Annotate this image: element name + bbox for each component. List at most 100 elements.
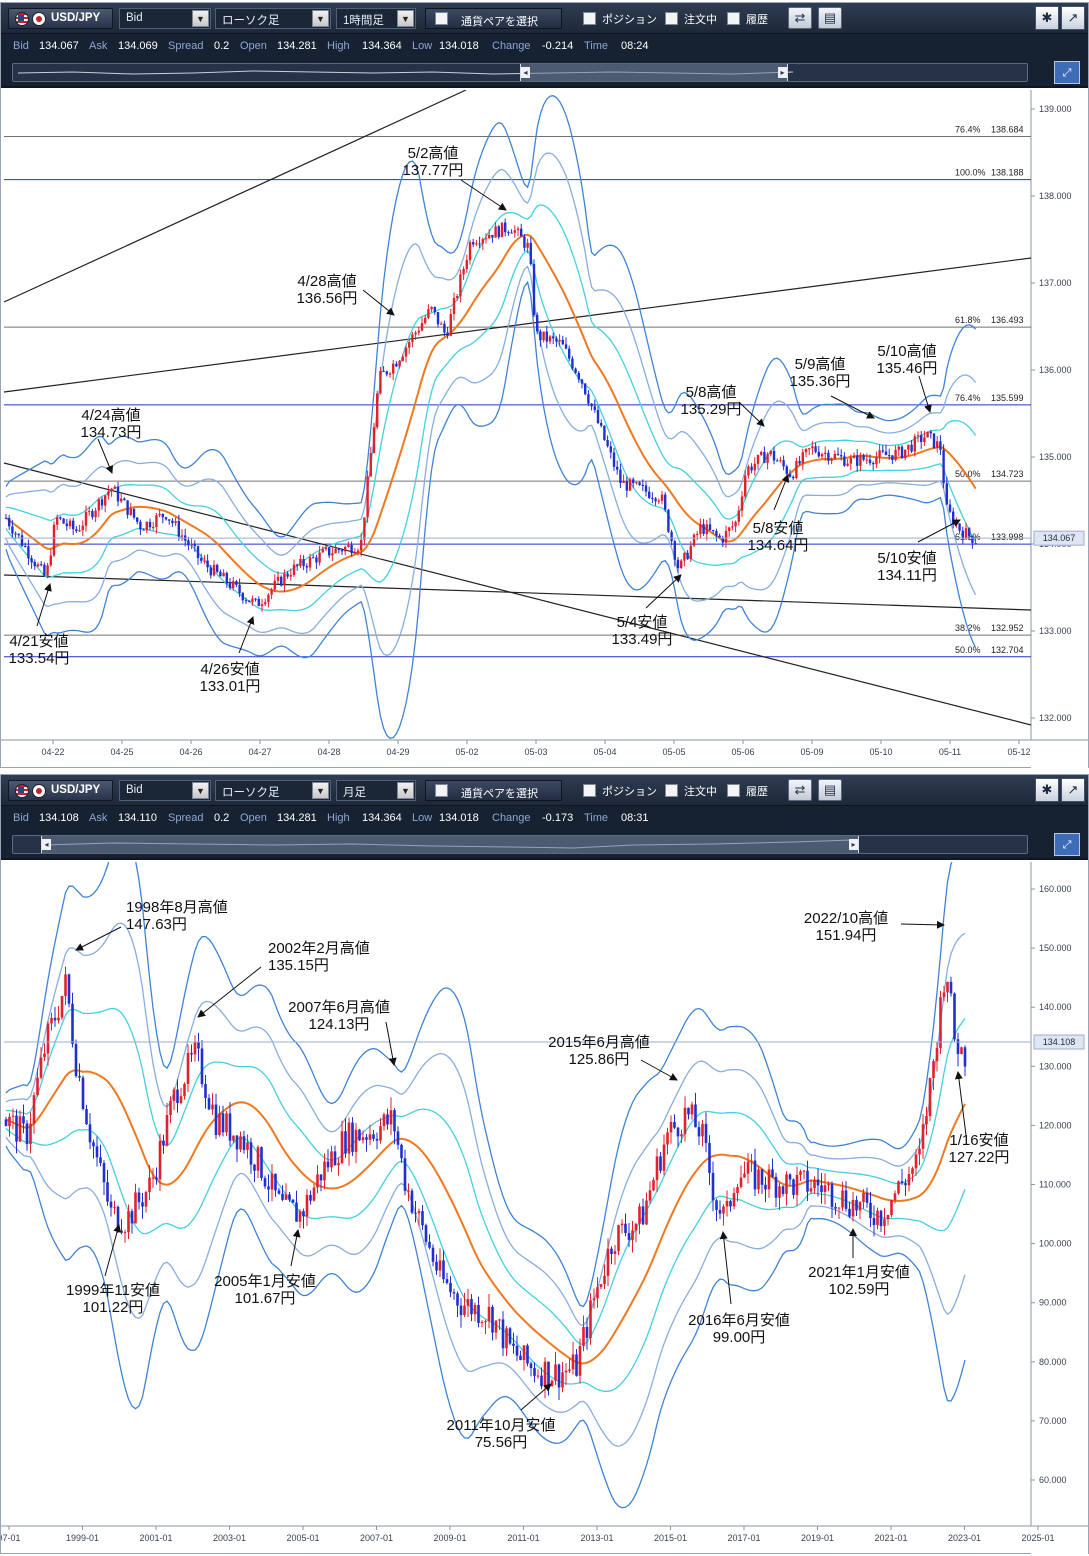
candle-down bbox=[520, 228, 523, 237]
price-type-select[interactable]: Bid ▼ bbox=[119, 8, 211, 29]
hourly-chart[interactable]: 139.000 138.000 137.000 136.000 135.000 134.0… bbox=[1, 89, 1088, 768]
chart-type-select[interactable]: ローソク足 ▼ bbox=[215, 8, 331, 29]
ask-label: Ask bbox=[89, 812, 108, 824]
candle-up bbox=[84, 512, 88, 526]
chart-panel-monthly: USD/JPY Bid ▼ ローソク足 ▼ 月足 ▼ 通貨ペアを選択 ポジション… bbox=[0, 774, 1089, 1554]
price-type-value: Bid bbox=[126, 12, 143, 24]
select-pair-button[interactable]: 通貨ペアを選択 bbox=[425, 8, 562, 29]
candle-up bbox=[308, 557, 312, 568]
settings-gear-icon[interactable]: ✱ bbox=[1035, 778, 1059, 802]
candle-down bbox=[872, 463, 875, 465]
history-checkbox[interactable] bbox=[727, 784, 740, 797]
range-thumb[interactable]: ◂ ▸ bbox=[520, 64, 788, 81]
candle-down bbox=[14, 533, 17, 535]
candle-up bbox=[778, 1186, 781, 1198]
candle-down bbox=[702, 524, 705, 534]
candle-down bbox=[197, 1042, 200, 1049]
chart-tool-icon[interactable]: ⇄ bbox=[788, 7, 812, 29]
candle-up bbox=[739, 1177, 743, 1188]
symbol-label: USD/JPY bbox=[51, 12, 101, 24]
symbol-selector[interactable]: USD/JPY bbox=[8, 780, 113, 801]
candle-up bbox=[809, 1188, 813, 1192]
candle-up bbox=[823, 1185, 827, 1193]
bid-value: 134.067 bbox=[39, 40, 79, 52]
candle-up bbox=[417, 1211, 421, 1214]
window-icon[interactable]: ▤ bbox=[818, 7, 842, 29]
range-slider[interactable]: ◂ ▸ bbox=[12, 63, 1028, 82]
monthly-chart[interactable]: 160.000 150.000 140.000 130.000 120.000 110.0… bbox=[0, 832, 1088, 1554]
candle-down bbox=[763, 451, 766, 463]
candle-up bbox=[232, 581, 235, 589]
popout-icon[interactable]: ↗ bbox=[1061, 6, 1085, 30]
popout-icon[interactable]: ↗ bbox=[1061, 778, 1085, 802]
price-type-select[interactable]: Bid ▼ bbox=[119, 780, 211, 801]
expand-icon[interactable]: ⤢ bbox=[1054, 833, 1080, 856]
y-axis-area bbox=[1031, 862, 1088, 1554]
time-label: Time bbox=[584, 812, 609, 824]
annotation-value: 135.36円 bbox=[790, 373, 851, 390]
candle-down bbox=[277, 1190, 281, 1194]
history-checkbox[interactable] bbox=[727, 12, 740, 25]
candle-up bbox=[39, 1057, 43, 1078]
expand-icon[interactable]: ⤢ bbox=[1054, 61, 1080, 84]
candle-up bbox=[284, 1194, 288, 1200]
candle-up bbox=[846, 463, 849, 466]
position-checkbox[interactable] bbox=[583, 12, 596, 25]
candle-down bbox=[529, 242, 532, 265]
orders-checkbox[interactable] bbox=[665, 784, 678, 797]
candle-up bbox=[110, 488, 113, 492]
candle-down bbox=[596, 409, 600, 424]
range-handle-right[interactable]: ▸ bbox=[849, 839, 858, 850]
timeframe-select[interactable]: 1時間足 ▼ bbox=[336, 8, 416, 29]
candle-down bbox=[91, 511, 94, 518]
candle-up bbox=[946, 981, 949, 993]
range-thumb[interactable]: ◂ ▸ bbox=[41, 836, 859, 853]
candle-down bbox=[577, 372, 580, 380]
select-pair-button[interactable]: 通貨ペアを選択 bbox=[425, 780, 562, 801]
candle-down bbox=[312, 557, 315, 559]
candle-down bbox=[30, 558, 33, 563]
range-slider[interactable]: ◂ ▸ bbox=[12, 835, 1028, 854]
candle-up bbox=[361, 1137, 365, 1141]
candle-down bbox=[715, 531, 718, 536]
plot-area[interactable]: 160.000 150.000 140.000 130.000 120.000 110.0… bbox=[0, 832, 1088, 1554]
select-pair-checkbox[interactable] bbox=[435, 784, 448, 797]
candle-down bbox=[288, 1194, 291, 1200]
candle-down bbox=[162, 1140, 165, 1146]
candle-down bbox=[782, 460, 785, 467]
timeframe-select[interactable]: 月足 ▼ bbox=[336, 780, 416, 801]
candle-down bbox=[816, 1179, 820, 1186]
chart-type-select[interactable]: ローソク足 ▼ bbox=[215, 780, 331, 801]
candle-up bbox=[893, 1193, 897, 1201]
candle-down bbox=[956, 1039, 960, 1055]
plot-area[interactable]: 139.000 138.000 137.000 136.000 135.000 134.0… bbox=[1, 89, 1088, 768]
candle-up bbox=[757, 1169, 760, 1190]
chart-tool-icon[interactable]: ⇄ bbox=[788, 779, 812, 801]
current-price-label: 134.108 bbox=[1043, 1037, 1076, 1047]
candle-down bbox=[295, 1202, 298, 1222]
position-checkbox[interactable] bbox=[583, 784, 596, 797]
bollinger-band-upper-3 bbox=[5, 95, 977, 538]
orders-checkbox[interactable] bbox=[665, 12, 678, 25]
annotation-value: 125.86円 bbox=[569, 1051, 630, 1068]
y-tick-label: 80.000 bbox=[1039, 1357, 1067, 1367]
candle-down bbox=[942, 449, 945, 484]
high-value: 134.364 bbox=[362, 812, 402, 824]
candle-down bbox=[375, 1138, 379, 1141]
candle-up bbox=[824, 452, 827, 454]
x-tick-label: 1999-01 bbox=[66, 1533, 99, 1543]
settings-gear-icon[interactable]: ✱ bbox=[1035, 6, 1059, 30]
candle-down bbox=[721, 537, 724, 543]
range-handle-left[interactable]: ◂ bbox=[42, 839, 51, 850]
range-handle-left[interactable]: ◂ bbox=[521, 67, 530, 78]
range-handle-right[interactable]: ▸ bbox=[778, 67, 787, 78]
select-pair-checkbox[interactable] bbox=[435, 12, 448, 25]
candle-down bbox=[872, 1217, 876, 1226]
candle-down bbox=[676, 559, 680, 568]
candle-down bbox=[155, 1177, 158, 1180]
bollinger-band-upper-2 bbox=[5, 152, 977, 556]
window-icon[interactable]: ▤ bbox=[818, 779, 842, 801]
candle-down bbox=[792, 1179, 795, 1195]
candle-up bbox=[462, 269, 465, 275]
symbol-selector[interactable]: USD/JPY bbox=[8, 8, 113, 29]
